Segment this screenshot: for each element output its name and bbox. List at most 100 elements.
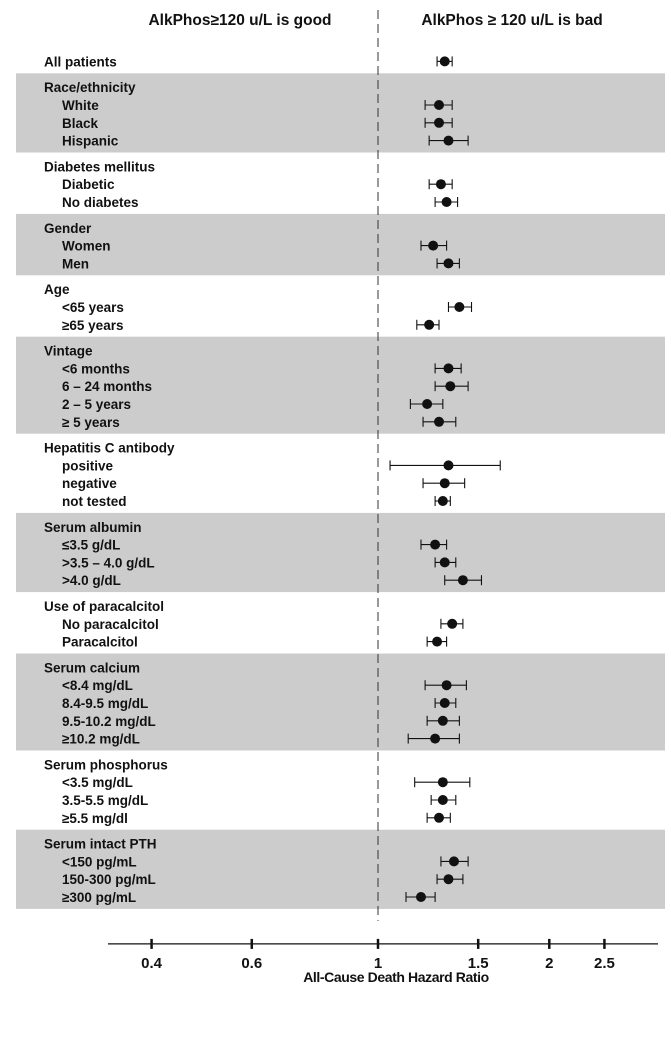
row-label: positive — [62, 458, 114, 473]
row-estimate — [440, 618, 464, 629]
group-band — [16, 213, 665, 276]
row-estimate — [422, 478, 466, 489]
row-label: <3.5 mg/dL — [62, 775, 133, 790]
row-label: 8.4-9.5 mg/dL — [62, 696, 148, 711]
row-label: negative — [62, 476, 117, 491]
data-marks — [389, 56, 501, 902]
row-estimate — [428, 179, 453, 190]
group-label: Use of paracalcitol — [44, 599, 164, 614]
group-label: Diabetes mellitus — [44, 159, 155, 174]
row-label: White — [62, 98, 99, 113]
row-label: Men — [62, 256, 89, 271]
group-label: Age — [44, 282, 70, 297]
x-axis-label: All-Cause Death Hazard Ratio — [303, 969, 489, 985]
row-estimate — [436, 874, 464, 885]
row-estimate — [430, 795, 457, 805]
hazard-ratio-point — [437, 715, 448, 726]
row-estimate — [434, 698, 457, 708]
hazard-ratio-point — [441, 197, 452, 207]
row-estimate — [426, 812, 451, 823]
hazard-ratio-point — [435, 179, 446, 190]
group-band — [16, 653, 665, 751]
hazard-ratio-point — [434, 416, 445, 427]
row-estimate — [426, 715, 460, 726]
row-labels: All patients Race/ethnicity White Black Hisp… — [44, 54, 175, 905]
group-label: Race/ethnicity — [44, 80, 136, 95]
x-tick-label: 0.6 — [241, 955, 262, 972]
hazard-ratio-point — [439, 56, 450, 67]
group-band — [16, 336, 665, 434]
hazard-ratio-point — [434, 812, 445, 823]
row-label: <150 pg/mL — [62, 854, 137, 869]
hazard-ratio-point — [437, 795, 448, 805]
hazard-ratio-point — [415, 892, 426, 902]
hazard-ratio-point — [437, 496, 448, 506]
row-label: Diabetic — [62, 177, 115, 192]
row-estimate — [440, 856, 469, 867]
hazard-ratio-point — [454, 302, 465, 312]
row-label: No paracalcitol — [62, 617, 159, 632]
group-label: Hepatitis C antibody — [44, 441, 175, 456]
row-label: 6 – 24 months — [62, 379, 152, 394]
row-label: not tested — [62, 494, 127, 509]
hazard-ratio-point — [443, 258, 454, 269]
group-label: Gender — [44, 221, 92, 236]
row-label: Black — [62, 116, 99, 131]
row-estimate — [414, 777, 471, 788]
row-label: ≥10.2 mg/dL — [62, 732, 140, 747]
hazard-ratio-point — [443, 874, 454, 885]
row-label: 150-300 pg/mL — [62, 872, 156, 887]
group-label: All patients — [44, 54, 117, 69]
group-band — [16, 512, 665, 593]
row-label: 2 – 5 years — [62, 397, 131, 412]
hazard-ratio-point — [457, 575, 468, 586]
row-label: Paracalcitol — [62, 635, 138, 650]
row-label: ≥300 pg/mL — [62, 890, 136, 905]
row-label: <8.4 mg/dL — [62, 678, 133, 693]
row-estimate — [434, 496, 451, 506]
row-label: >4.0 g/dL — [62, 573, 121, 588]
row-label: No diabetes — [62, 195, 139, 210]
row-label: 9.5-10.2 mg/dL — [62, 714, 156, 729]
hazard-ratio-point — [445, 381, 456, 392]
hazard-ratio-point — [443, 460, 454, 471]
hazard-ratio-point — [448, 856, 459, 867]
group-label: Vintage — [44, 344, 93, 359]
row-estimate — [436, 258, 460, 269]
hazard-ratio-point — [439, 698, 450, 708]
hazard-ratio-point — [422, 399, 433, 409]
row-label: ≥65 years — [62, 318, 123, 333]
x-tick-label: 1 — [374, 955, 382, 972]
hazard-ratio-point — [424, 319, 435, 330]
row-estimate — [424, 117, 453, 128]
hazard-ratio-point — [439, 478, 450, 489]
row-estimate — [424, 100, 453, 110]
group-label: Serum phosphorus — [44, 757, 168, 772]
header-left: AlkPhos≥120 u/L is good — [148, 12, 331, 29]
row-estimate — [426, 636, 448, 647]
group-label: Serum albumin — [44, 520, 142, 535]
row-label: Women — [62, 239, 111, 254]
row-label: ≥5.5 mg/dl — [62, 811, 128, 826]
x-tick-label: 1.5 — [468, 955, 489, 972]
hazard-ratio-point — [430, 733, 441, 744]
row-estimate — [389, 460, 501, 471]
row-estimate — [405, 892, 436, 902]
row-estimate — [434, 381, 469, 392]
hazard-ratio-point — [443, 363, 454, 374]
x-axis-ticks: 0.4 0.6 1 1.5 2 2.5 — [141, 938, 615, 972]
group-bands — [16, 73, 665, 909]
row-estimate — [428, 135, 469, 146]
row-label: ≥ 5 years — [62, 415, 120, 430]
hazard-ratio-point — [437, 777, 448, 788]
x-tick-label: 2.5 — [594, 955, 615, 972]
row-estimate — [407, 733, 460, 744]
row-estimate — [424, 680, 467, 691]
row-label: ≤3.5 g/dL — [62, 538, 120, 553]
hazard-ratio-point — [430, 539, 441, 550]
hazard-ratio-point — [439, 557, 450, 568]
row-estimate — [434, 197, 459, 207]
x-tick-label: 2 — [545, 955, 553, 972]
hazard-ratio-point — [443, 135, 454, 146]
hazard-ratio-point — [434, 117, 445, 128]
